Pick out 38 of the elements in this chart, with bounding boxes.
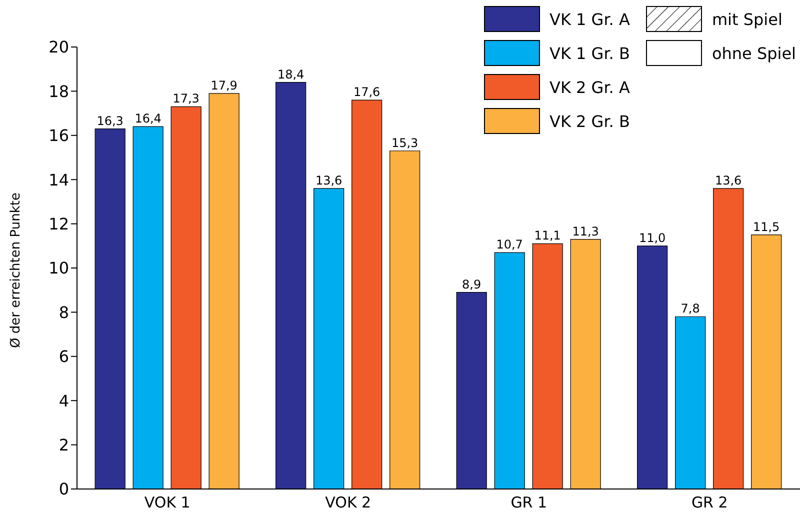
y-tick-label: 4 (58, 391, 69, 410)
text: mit Spiel (712, 10, 782, 28)
legend-label: VK 1 Gr. B (550, 44, 630, 62)
legend-label: VK 2 Gr. B (550, 112, 630, 130)
data-label: 15,3 (391, 136, 418, 150)
x-tick-label: VOK 2 (325, 494, 372, 512)
y-tick-label: 20 (48, 38, 69, 57)
data-label: 17,6 (353, 85, 380, 100)
y-tick-label: 14 (48, 170, 69, 190)
y-tick-label: 2 (58, 435, 69, 454)
y-tick-label: 0 (58, 480, 69, 499)
annotation: ohne Spiel (712, 44, 796, 62)
y-tick-label: 6 (58, 347, 69, 366)
y-tick-label: 18 (48, 82, 69, 101)
data-label: 11,3 (572, 224, 599, 238)
x-tick-label: GR 2 (691, 494, 728, 512)
data-label: 17,9 (210, 78, 238, 92)
data-label: 13,6 (714, 173, 742, 188)
y-tick-label: 10 (48, 258, 69, 278)
data-label: 11,0 (638, 230, 666, 245)
data-label: 18,4 (277, 67, 304, 82)
y-tick-label: 12 (48, 214, 69, 234)
x-tick-label: VOK 1 (144, 494, 190, 512)
legend-label: VK 1 Gr. A (550, 10, 630, 28)
data-label: 16,4 (134, 112, 162, 126)
y-tick-label: 8 (58, 302, 69, 322)
data-label: 7,8 (680, 302, 700, 316)
legend-label: VK 2 Gr. A (550, 78, 630, 96)
data-label: 13,6 (315, 173, 342, 188)
data-label: 16,3 (96, 114, 124, 128)
y-tick-label: 16 (48, 126, 69, 146)
data-label: 10,7 (496, 238, 523, 252)
data-label: 11,5 (752, 220, 780, 234)
data-label: 17,3 (172, 92, 200, 106)
x-tick-label: GR 1 (510, 494, 548, 512)
data-label: 11,1 (534, 228, 561, 243)
y-axis-title: Ø der erreichten Punkte (8, 192, 24, 348)
data-label: 8,9 (462, 277, 482, 292)
